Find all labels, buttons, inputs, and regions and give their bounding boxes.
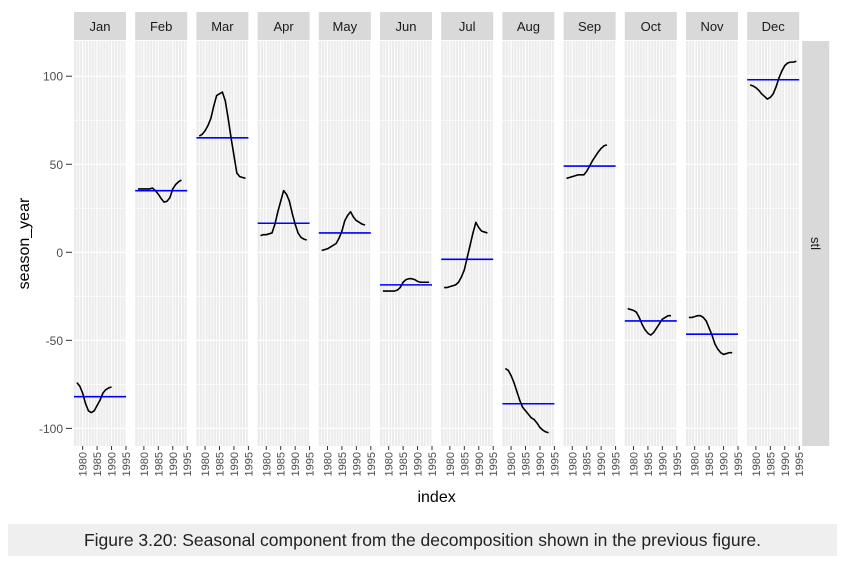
x-tick-label: 1980 <box>78 452 90 476</box>
facet-strip <box>196 12 249 40</box>
facet-strip <box>624 12 677 40</box>
x-tick-label: 1985 <box>337 452 349 476</box>
season-line <box>566 144 608 180</box>
x-tick-label: 1990 <box>719 452 731 476</box>
season-line <box>627 307 672 336</box>
x-tick-label: 1995 <box>733 452 745 476</box>
y-tick-label: 100 <box>43 70 63 84</box>
facet-strip <box>257 12 310 40</box>
x-tick-label: 1985 <box>521 452 533 476</box>
y-tick-label: -50 <box>46 334 64 348</box>
x-tick-label: 1995 <box>672 452 684 476</box>
x-tick-label: 1985 <box>582 452 594 476</box>
x-tick-label: 1990 <box>229 452 241 476</box>
x-tick-label: 1980 <box>567 452 579 476</box>
y-tick-label: 0 <box>56 246 63 260</box>
x-tick-label: 1995 <box>427 452 439 476</box>
season-line <box>198 91 246 180</box>
facet-label: Dec <box>762 19 786 34</box>
facet-label: Apr <box>273 19 294 34</box>
facet-strip <box>74 12 126 40</box>
x-tick-label: 1985 <box>704 452 716 476</box>
x-tick-label: 1990 <box>596 452 608 476</box>
season-line <box>76 382 112 414</box>
x-tick-label: 1990 <box>290 452 302 476</box>
facet-strip <box>380 12 432 40</box>
season-line <box>321 211 366 252</box>
facet-label: Jun <box>396 19 417 34</box>
season-line <box>138 179 182 203</box>
season-line <box>382 277 430 292</box>
facet-strip <box>135 12 188 40</box>
x-tick-label: 1985 <box>92 452 104 476</box>
x-tick-label: 1985 <box>643 452 655 476</box>
facet-strip <box>747 12 800 40</box>
facet-strip <box>441 12 494 40</box>
x-tick-label: 1995 <box>305 452 317 476</box>
season-line <box>444 221 488 289</box>
facet-label: Sep <box>578 19 601 34</box>
x-tick-label: 1995 <box>366 452 378 476</box>
x-tick-label: 1990 <box>413 452 425 476</box>
x-tick-label: 1980 <box>139 452 151 476</box>
facet-strip <box>563 12 616 40</box>
y-axis-title: season_year <box>16 197 33 289</box>
x-tick-label: 1980 <box>322 452 334 476</box>
x-tick-label: 1980 <box>751 452 763 476</box>
x-tick-label: 1985 <box>153 452 165 476</box>
season-line <box>504 367 549 434</box>
x-tick-label: 1990 <box>474 452 486 476</box>
x-tick-label: 1995 <box>549 452 561 476</box>
x-axis-title: index <box>417 489 455 506</box>
figure-caption: Figure 3.20: Seasonal component from the… <box>8 524 837 556</box>
season-line <box>260 189 307 241</box>
facet-strip-right-label: stl <box>808 237 823 250</box>
x-tick-label: 1995 <box>243 452 255 476</box>
x-tick-label: 1980 <box>506 452 518 476</box>
x-tick-label: 1985 <box>398 452 410 476</box>
x-tick-label: 1985 <box>765 452 777 476</box>
season-line <box>688 314 733 356</box>
facet-strip <box>686 12 738 40</box>
facet-label: Jul <box>459 19 476 34</box>
x-tick-label: 1995 <box>182 452 194 476</box>
x-tick-label: 1995 <box>611 452 623 476</box>
facet-label: Mar <box>211 19 234 34</box>
y-tick-label: 50 <box>50 158 64 172</box>
x-tick-label: 1985 <box>459 452 471 476</box>
facet-strip <box>318 12 371 40</box>
x-tick-label: 1990 <box>168 452 180 476</box>
x-tick-label: 1995 <box>794 452 806 476</box>
facet-label: Feb <box>150 19 172 34</box>
facet-label: Jan <box>90 19 111 34</box>
x-tick-label: 1980 <box>200 452 212 476</box>
y-tick-label: -100 <box>39 422 63 436</box>
facet-strip <box>502 12 555 40</box>
x-tick-label: 1990 <box>780 452 792 476</box>
facet-strip-right <box>802 41 830 446</box>
x-tick-label: 1980 <box>445 452 457 476</box>
facet-label: Oct <box>641 19 662 34</box>
x-tick-label: 1990 <box>657 452 669 476</box>
facet-label: Aug <box>517 19 540 34</box>
x-tick-label: 1985 <box>276 452 288 476</box>
x-tick-label: 1985 <box>215 452 227 476</box>
facet-label: Nov <box>700 19 724 34</box>
x-tick-label: 1995 <box>488 452 500 476</box>
x-tick-label: 1990 <box>107 452 119 476</box>
x-tick-label: 1995 <box>121 452 133 476</box>
x-tick-label: 1990 <box>535 452 547 476</box>
x-tick-label: 1980 <box>690 452 702 476</box>
x-tick-label: 1980 <box>628 452 640 476</box>
facet-label: May <box>333 19 358 34</box>
x-tick-label: 1980 <box>384 452 396 476</box>
x-tick-label: 1990 <box>351 452 363 476</box>
x-tick-label: 1980 <box>261 452 273 476</box>
season-line <box>749 60 797 100</box>
